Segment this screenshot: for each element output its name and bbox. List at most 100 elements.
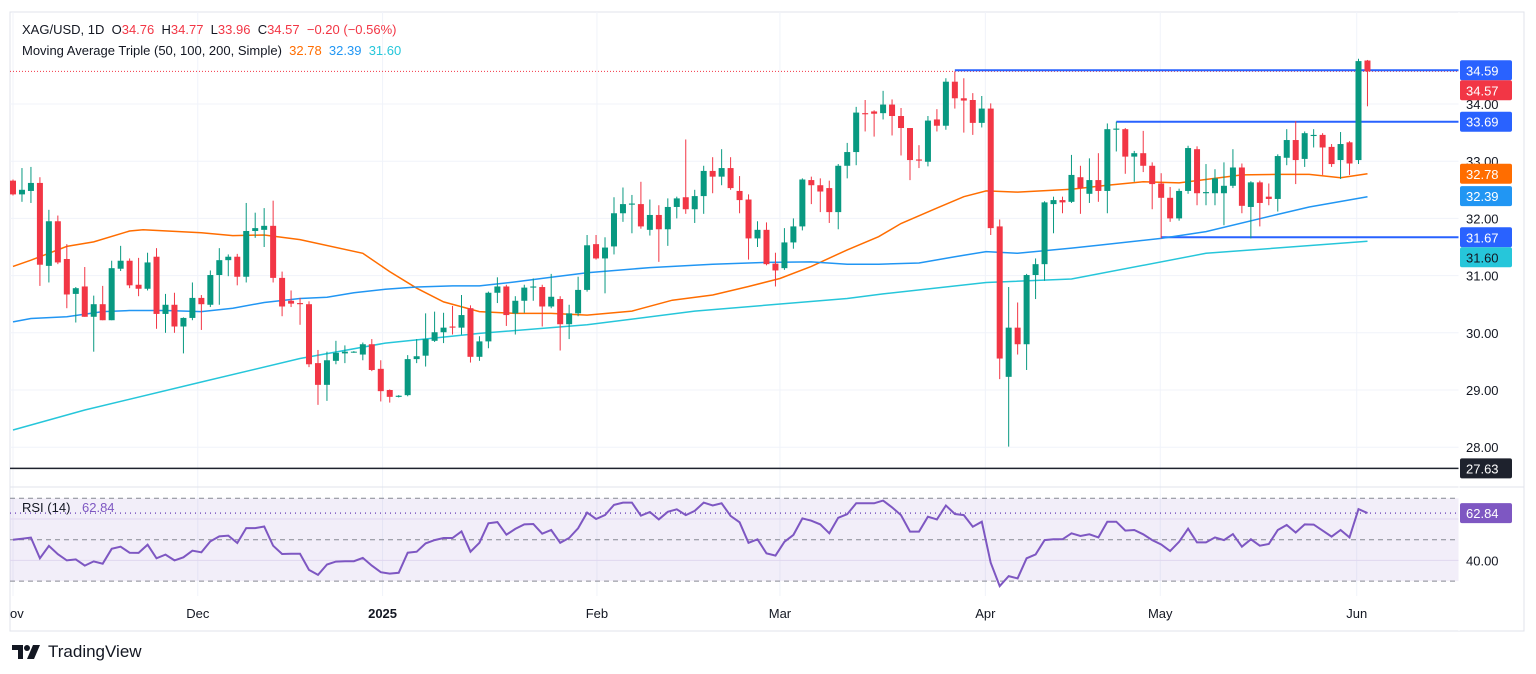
- candle: [1113, 121, 1120, 152]
- candle: [898, 108, 905, 156]
- candle-body: [476, 341, 483, 357]
- candle: [628, 194, 635, 234]
- candle-body: [1068, 174, 1075, 202]
- candle-body: [736, 190, 743, 201]
- candle-body: [1140, 153, 1147, 166]
- candle-body: [117, 260, 124, 269]
- candle: [969, 93, 976, 135]
- time-label: Mar: [769, 606, 792, 621]
- candle: [996, 219, 1003, 380]
- candle: [225, 254, 232, 277]
- tradingview-logo[interactable]: TradingView: [12, 642, 142, 662]
- price-tag[interactable]: 31.67: [1460, 227, 1512, 248]
- candle-body: [799, 179, 806, 227]
- candle-body: [960, 98, 967, 101]
- candle-body: [494, 286, 501, 293]
- candle: [924, 116, 931, 167]
- candle-body: [63, 259, 70, 295]
- candle: [521, 284, 528, 313]
- price-tag-bg: [1460, 247, 1512, 268]
- time-label: ov: [10, 606, 24, 621]
- candle: [1176, 188, 1183, 221]
- symbol-title[interactable]: XAG/USD, 1D: [22, 22, 105, 37]
- price-tag[interactable]: 34.59: [1460, 60, 1512, 81]
- candle: [1292, 121, 1299, 185]
- candle-body: [1310, 134, 1317, 137]
- candle: [279, 271, 286, 317]
- candle-body: [1337, 144, 1344, 161]
- sma-100-line: [12, 195, 1368, 323]
- candle: [700, 165, 707, 214]
- candle: [1247, 181, 1254, 239]
- horizontal-lines[interactable]: [10, 69, 1459, 470]
- price-tick-label: 32.00: [1466, 211, 1499, 226]
- candle: [1014, 302, 1021, 355]
- candles: [10, 58, 1371, 447]
- time-label: 2025: [368, 606, 397, 621]
- candle: [664, 198, 671, 246]
- candle-body: [144, 262, 151, 289]
- candle: [1032, 258, 1039, 300]
- candle-body: [978, 108, 985, 123]
- price-tag-label: 31.67: [1466, 230, 1499, 245]
- time-axis[interactable]: ov Dec 2025 Feb Mar Apr May Jun: [10, 606, 1367, 621]
- price-tag[interactable]: 32.78: [1460, 163, 1512, 184]
- price-tag-bg: [1460, 111, 1512, 132]
- candle-body: [673, 198, 680, 207]
- candle: [1185, 145, 1192, 194]
- candle: [646, 199, 653, 236]
- candle: [422, 313, 429, 367]
- candle: [1301, 131, 1308, 167]
- ma200-value: 31.60: [368, 43, 402, 58]
- candle-body: [413, 356, 420, 360]
- price-tag[interactable]: 27.63: [1460, 458, 1512, 479]
- candle: [808, 176, 815, 205]
- price-tag-bg: [1460, 458, 1512, 479]
- candle-body: [386, 390, 393, 397]
- ma-title[interactable]: Moving Average Triple (50, 100, 200, Sim…: [22, 43, 282, 58]
- candle-body: [898, 116, 905, 129]
- candle: [790, 218, 797, 249]
- candle-body: [1319, 134, 1326, 148]
- candle: [593, 234, 600, 260]
- candle-body: [216, 260, 223, 276]
- candle-body: [826, 188, 833, 213]
- candle-body: [602, 247, 609, 259]
- candle: [1328, 144, 1335, 167]
- candle: [682, 139, 689, 214]
- candle: [81, 267, 88, 317]
- price-tick-label: 28.00: [1466, 440, 1499, 455]
- candle-body: [431, 332, 438, 341]
- tradingview-logo-icon: [12, 645, 40, 659]
- candle: [494, 277, 501, 304]
- candle: [413, 339, 420, 364]
- candle-body: [628, 203, 635, 205]
- candle: [727, 157, 734, 190]
- candle: [1149, 162, 1156, 210]
- candle-body: [395, 395, 402, 397]
- price-tag[interactable]: 33.69: [1460, 111, 1512, 132]
- candle-body: [449, 326, 456, 328]
- candle: [933, 109, 940, 132]
- candle-body: [108, 268, 115, 321]
- candle: [1059, 196, 1066, 214]
- candle: [566, 304, 573, 340]
- candle: [754, 221, 761, 247]
- candle-body: [350, 351, 357, 353]
- price-tag[interactable]: 34.57: [1460, 80, 1512, 101]
- ma50-value: 32.78: [289, 43, 322, 58]
- candle-body: [1149, 165, 1156, 185]
- candle: [557, 296, 564, 351]
- price-axis[interactable]: 34.0033.0032.0031.0030.0029.0028.0040.00…: [1460, 60, 1512, 568]
- candle-body: [243, 230, 250, 277]
- candle: [395, 395, 402, 398]
- rsi-value-tag[interactable]: 62.84: [1460, 503, 1512, 524]
- candle-body: [1283, 140, 1290, 158]
- price-tag[interactable]: 32.39: [1460, 186, 1512, 207]
- candle-body: [1220, 185, 1227, 194]
- candle-body: [727, 168, 734, 189]
- candle: [171, 292, 178, 333]
- price-tag[interactable]: 31.60: [1460, 247, 1512, 268]
- candle: [117, 245, 124, 272]
